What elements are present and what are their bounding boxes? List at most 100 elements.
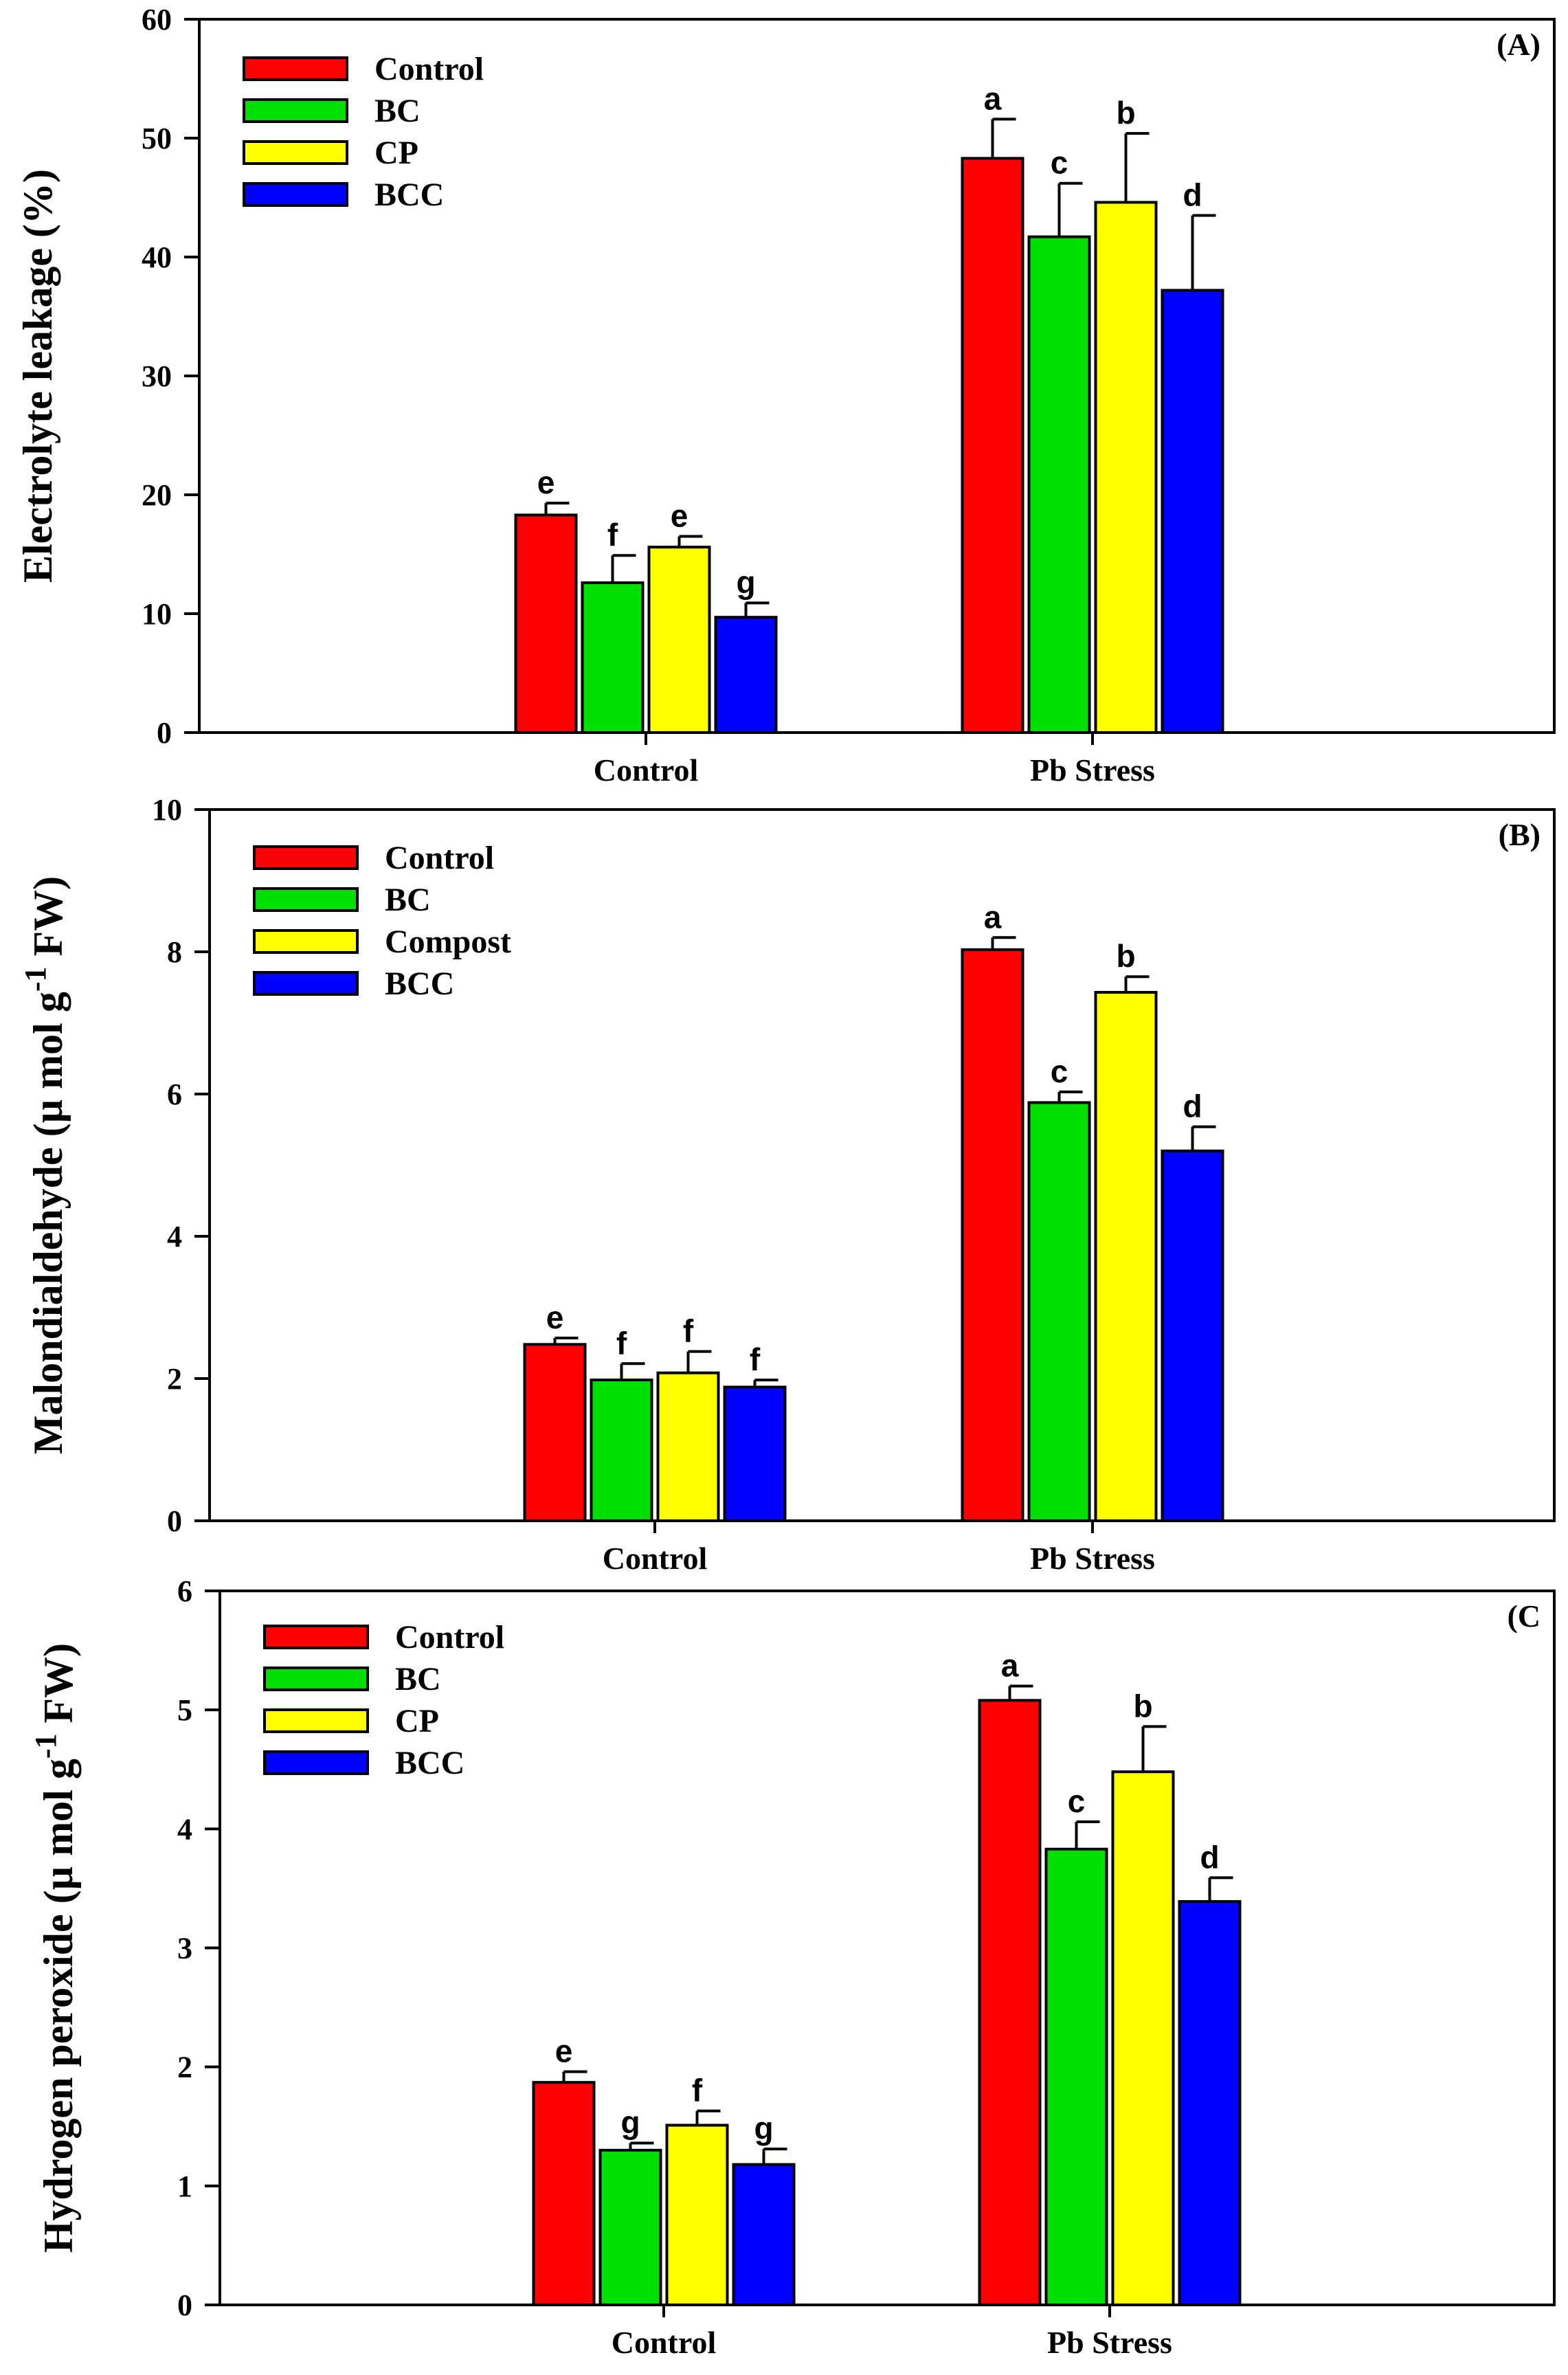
bar [1094, 990, 1158, 1522]
significance-letter: b [1116, 938, 1135, 974]
significance-letter: d [1200, 1839, 1219, 1875]
bar [961, 948, 1024, 1522]
significance-letter: c [1051, 1053, 1068, 1089]
bar [1161, 289, 1224, 734]
y-tick-label: 0 [177, 2288, 192, 2322]
y-axis-label-unit: FW) [25, 876, 71, 967]
y-axis-label-text: Electrolyte leakage (%) [15, 169, 60, 583]
y-tick-label: 10 [152, 793, 182, 827]
y-tick-label: 60 [142, 3, 172, 36]
y-tick-label: 3 [177, 1932, 192, 1965]
x-tick-label: Pb Stress [1030, 752, 1155, 788]
y-axis-label-superscript: -1 [29, 1733, 63, 1759]
bar [978, 1699, 1042, 2306]
legend-swatch [243, 56, 348, 81]
x-tick-label: Control [594, 752, 699, 788]
legend-label: Control [374, 51, 484, 87]
y-tick-label: 2 [177, 2051, 192, 2084]
significance-letter: e [537, 465, 555, 500]
significance-letter: g [754, 2110, 773, 2146]
legend-label: Control [385, 840, 494, 876]
significance-letter: b [1133, 1688, 1152, 1724]
significance-letter: f [692, 2073, 703, 2108]
chart-panel-2: 0 2 4 6 8 10 Malondialdehyde (µ mol g-1 FW) (B)… [19, 793, 1556, 1576]
bar [1111, 1770, 1175, 2307]
x-tick-label: Control [612, 2325, 717, 2360]
y-tick-label: 10 [142, 597, 172, 631]
significance-letter: d [1183, 1089, 1202, 1124]
legend-label: Compost [385, 924, 511, 960]
y-tick-label: 20 [142, 478, 172, 512]
significance-letter: f [683, 1313, 694, 1349]
significance-letter: c [1051, 145, 1068, 181]
legend-swatch [253, 845, 359, 870]
legend-swatch [263, 1750, 369, 1775]
significance-letter: a [1001, 1648, 1019, 1684]
significance-letter: g [736, 564, 755, 600]
bar [665, 2123, 729, 2306]
significance-letter: e [671, 498, 688, 534]
chart-panel-1: 0 10 20 30 40 50 60 Electrolyte leakage (%) (A) C… [15, 3, 1556, 788]
legend-label: BCC [374, 177, 444, 213]
chart-panel-3: 0 1 2 3 4 5 6 Hydrogen peroxide (µ mol g-1 FW) (… [29, 1574, 1556, 2360]
bar [598, 2148, 662, 2306]
legend-label: BCC [385, 966, 454, 1002]
y-axis-label: Malondialdehyde (µ mol g-1 FW) [19, 876, 71, 1454]
significance-letter: a [984, 899, 1002, 935]
bar [1027, 235, 1091, 734]
y-axis-label-text: Malondialdehyde (µ mol g [25, 992, 71, 1454]
significance-letter: e [555, 2033, 573, 2069]
bar [1161, 1149, 1224, 1523]
legend-swatch [243, 140, 348, 165]
legend-swatch [243, 98, 348, 123]
y-tick-label: 6 [177, 1574, 192, 1608]
legend-label: CP [374, 135, 418, 171]
legend-swatch [243, 182, 348, 207]
bar [590, 1379, 653, 1522]
x-tick-label: Pb Stress [1047, 2325, 1172, 2360]
y-tick-label: 2 [167, 1362, 182, 1396]
legend-swatch [253, 929, 359, 954]
legend-label: Control [395, 1619, 504, 1655]
significance-letter: f [616, 1325, 627, 1361]
y-axis-label: Hydrogen peroxide (µ mol g-1 FW) [29, 1643, 81, 2253]
y-axis-label-superscript: -1 [19, 967, 52, 992]
plot-frame [219, 1590, 1556, 2306]
legend-swatch [253, 887, 359, 912]
y-tick-label: 40 [142, 241, 172, 274]
y-axis-label-text: Hydrogen peroxide (µ mol g [36, 1759, 81, 2253]
bar [523, 1343, 587, 1522]
panel-label: (C [1507, 1598, 1541, 1633]
legend-label: BC [385, 882, 431, 918]
significance-letter: f [750, 1341, 761, 1377]
plot-frame [208, 808, 1556, 1522]
y-tick-label: 0 [167, 1504, 182, 1538]
significance-letter: f [607, 517, 618, 553]
legend-label: CP [395, 1703, 439, 1739]
x-tick-label: Control [603, 1541, 708, 1576]
bar [656, 1371, 720, 1522]
y-tick-label: 1 [177, 2170, 192, 2203]
y-tick-label: 4 [167, 1220, 182, 1253]
y-tick-label: 50 [142, 122, 172, 155]
legend-swatch [263, 1666, 369, 1691]
y-tick-label: 5 [177, 1693, 192, 1727]
legend-swatch [263, 1708, 369, 1733]
panel-label: (A) [1497, 27, 1541, 62]
bar [514, 513, 578, 734]
bar [532, 2081, 596, 2306]
bar [1178, 1899, 1242, 2307]
legend-swatch [263, 1625, 369, 1649]
y-axis-label-unit: FW) [36, 1643, 81, 1734]
significance-letter: c [1068, 1783, 1086, 1819]
bar [961, 157, 1024, 735]
legend-label: BC [374, 93, 421, 129]
x-tick-label: Pb Stress [1030, 1541, 1155, 1576]
legend-swatch [253, 971, 359, 996]
bar [647, 546, 711, 734]
y-tick-label: 6 [167, 1078, 182, 1111]
significance-letter: e [546, 1300, 564, 1335]
significance-letter: a [984, 80, 1002, 116]
legend-label: BCC [395, 1745, 464, 1781]
